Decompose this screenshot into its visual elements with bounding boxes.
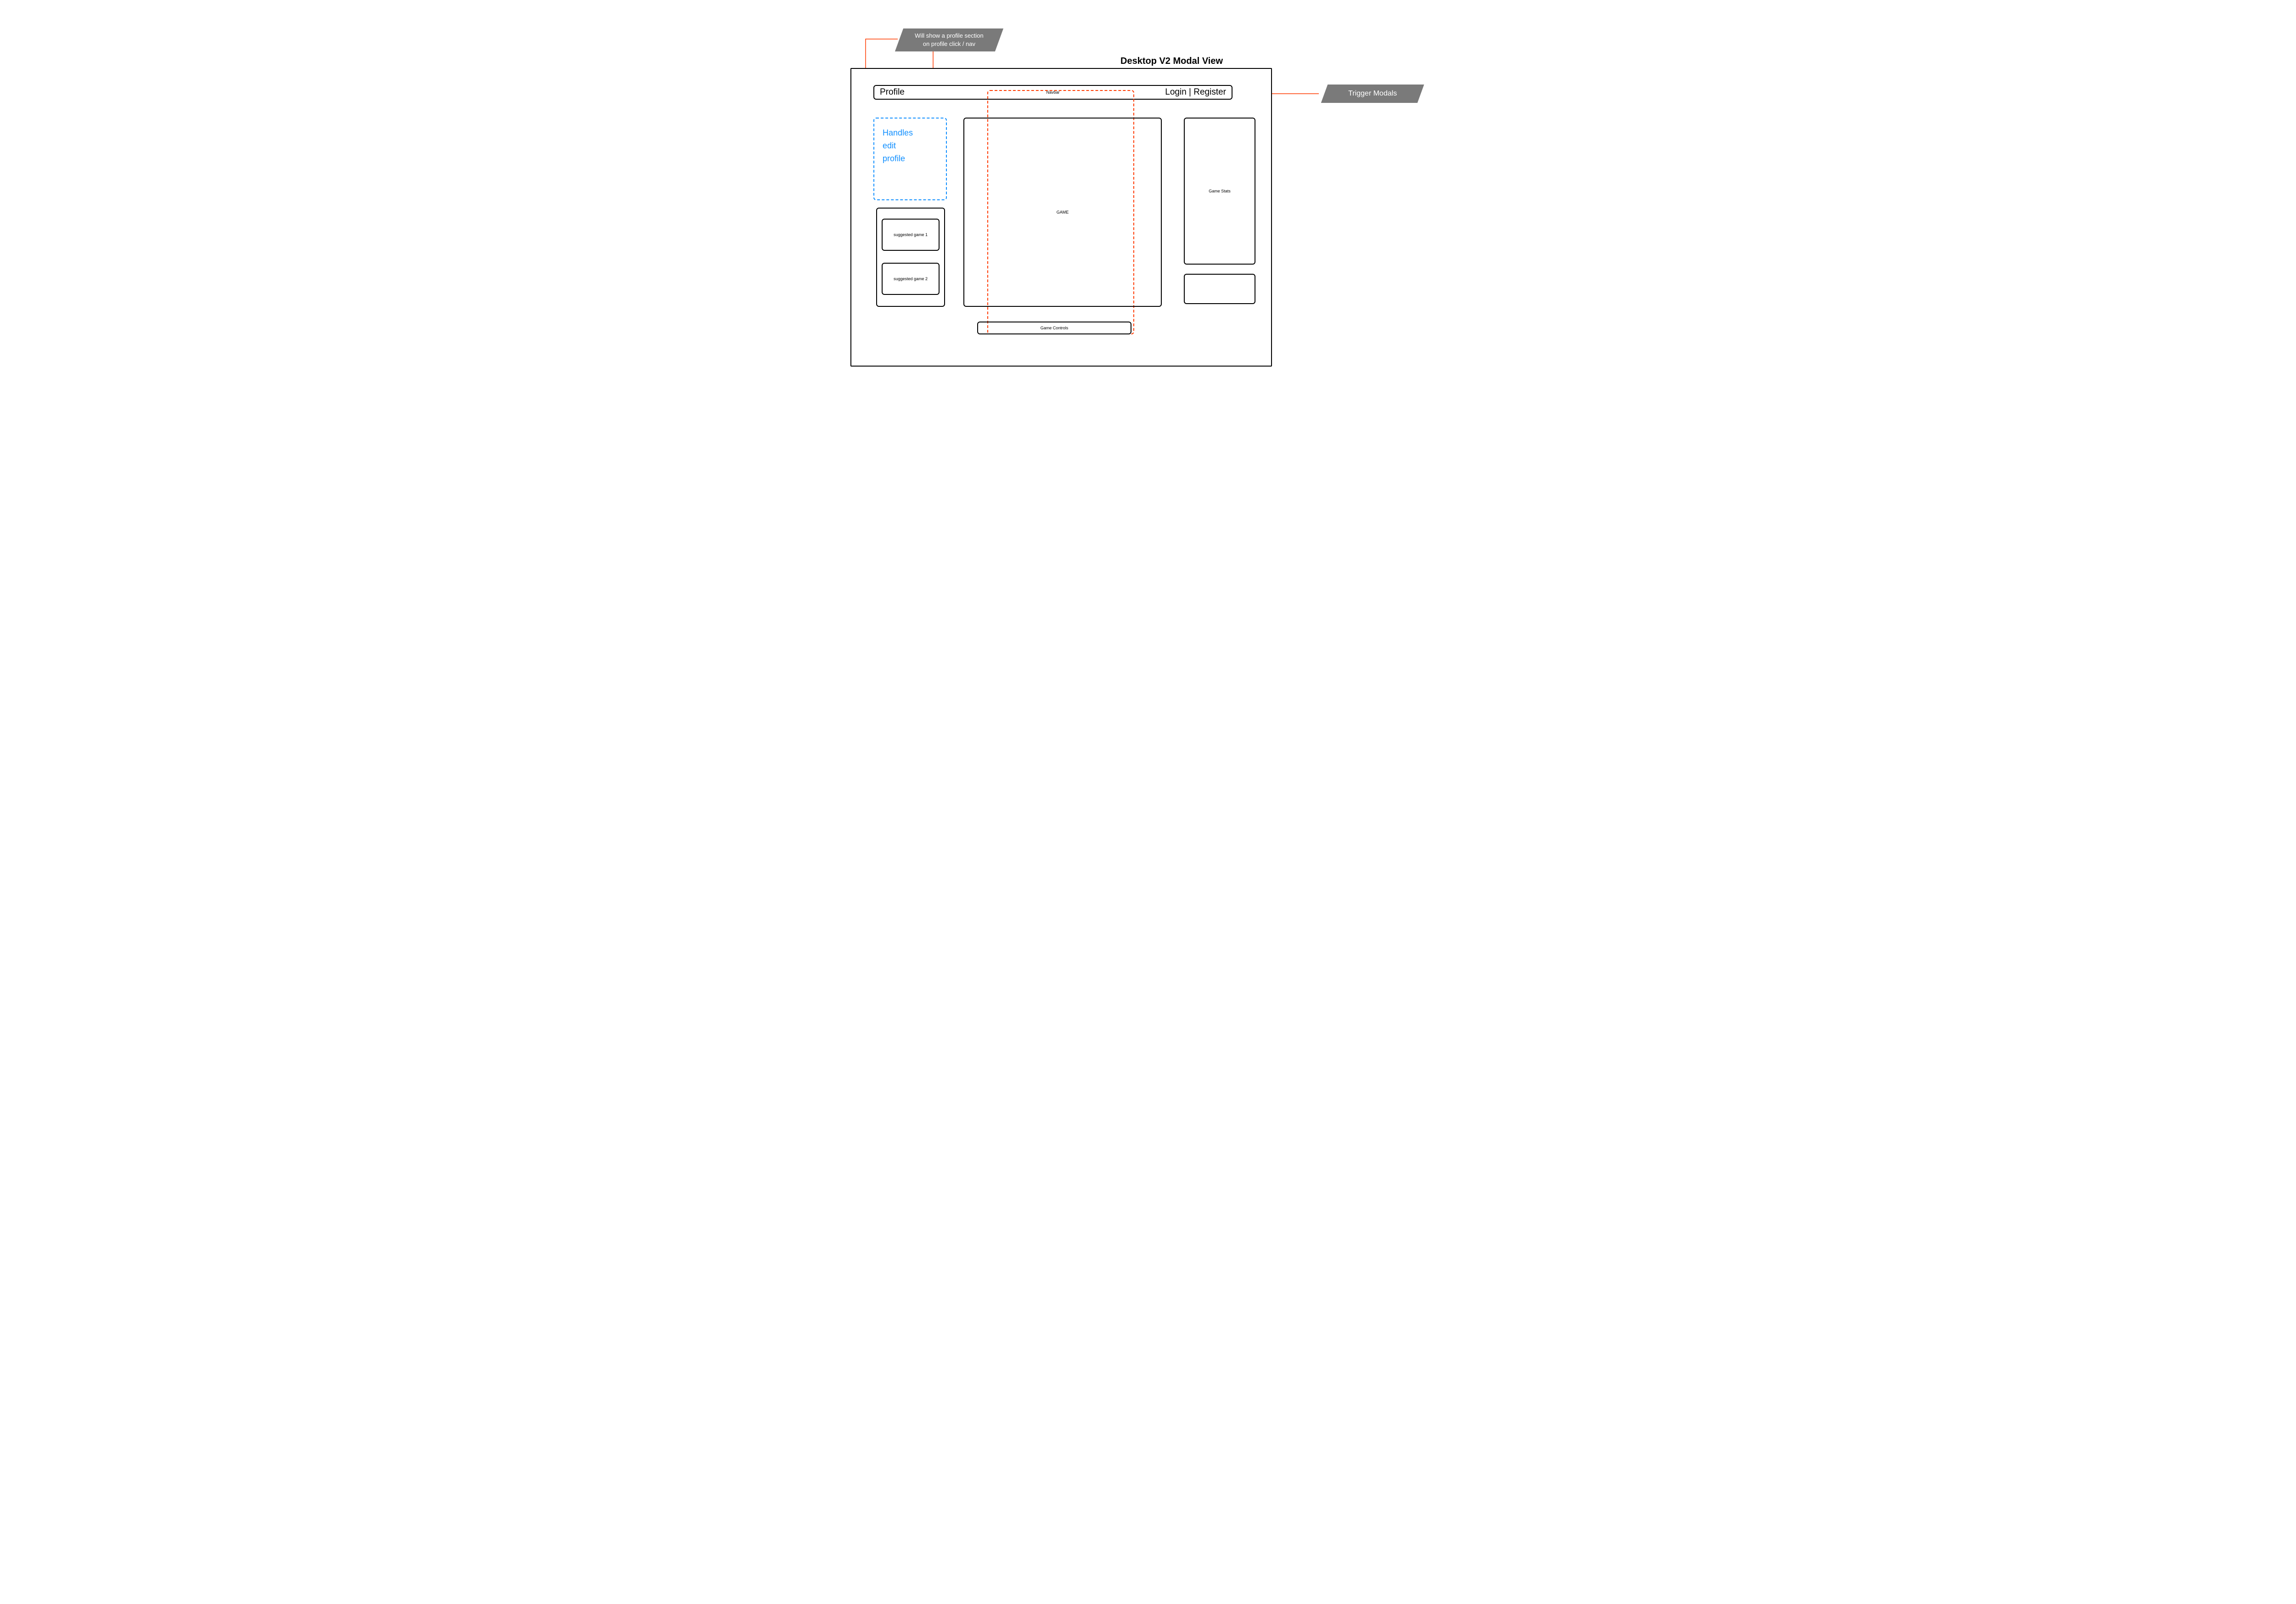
suggested-game-1-label: suggested game 1 xyxy=(883,220,939,250)
game-label: GAME xyxy=(964,119,1161,306)
wireframe-canvas: Desktop V2 Modal View Profile Navbar Log… xyxy=(817,0,1479,404)
game-stats-panel: Game Stats xyxy=(1184,118,1255,265)
callout-trigger-modals-text: Trigger Modals xyxy=(1348,89,1397,99)
game-viewport: GAME xyxy=(963,118,1162,307)
diagram-title: Desktop V2 Modal View xyxy=(1120,56,1223,67)
game-controls-bar[interactable]: Game Controls xyxy=(977,322,1131,334)
suggested-game-2[interactable]: suggested game 2 xyxy=(882,263,940,295)
profile-edit-panel: Handleseditprofile xyxy=(873,118,947,200)
profile-edit-text: Handleseditprofile xyxy=(874,119,946,174)
nav-login-register[interactable]: Login | Register xyxy=(1165,87,1226,97)
game-stats-secondary xyxy=(1184,274,1255,304)
nav-profile-link[interactable]: Profile xyxy=(880,87,905,97)
game-stats-label: Game Stats xyxy=(1185,119,1255,264)
callout-profile-note-text: Will show a profile sectionon profile cl… xyxy=(915,32,984,48)
suggested-game-1[interactable]: suggested game 1 xyxy=(882,219,940,251)
callout-profile-note: Will show a profile sectionon profile cl… xyxy=(895,28,1003,51)
game-controls-label: Game Controls xyxy=(978,322,1131,333)
suggested-game-2-label: suggested game 2 xyxy=(883,264,939,294)
callout-trigger-modals: Trigger Modals xyxy=(1321,85,1424,103)
